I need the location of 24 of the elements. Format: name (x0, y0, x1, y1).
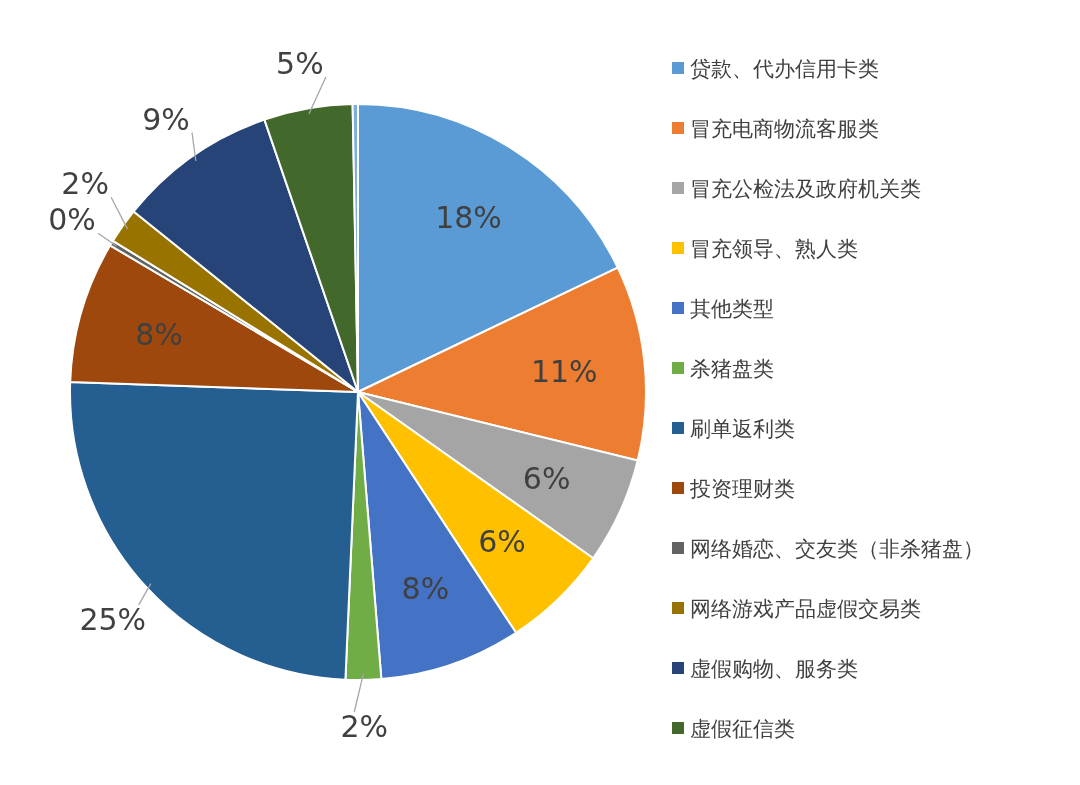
data-label: 6% (478, 524, 526, 560)
legend-label: 虚假征信类 (690, 717, 795, 741)
legend-label: 网络游戏产品虚假交易类 (690, 597, 921, 621)
data-label: 8% (401, 571, 450, 607)
legend-label: 贷款、代办信用卡类 (690, 57, 879, 81)
data-label: 2% (61, 166, 109, 202)
legend-label: 网络婚恋、交友类（非杀猪盘） (690, 537, 984, 561)
data-label: 6% (522, 461, 571, 497)
data-label: 2% (340, 709, 389, 745)
legend-label: 其他类型 (690, 297, 774, 321)
data-label: 25% (79, 601, 147, 637)
legend-label: 刷单返利类 (690, 417, 795, 441)
data-label: 8% (135, 316, 183, 352)
legend-label: 虚假购物、服务类 (690, 657, 858, 681)
legend-label: 投资理财类 (689, 477, 795, 501)
data-label: 18% (435, 199, 502, 235)
data-label: 9% (142, 101, 190, 137)
legend-label: 冒充公检法及政府机关类 (690, 177, 921, 201)
data-label: 5% (276, 46, 324, 82)
data-label: 11% (530, 353, 598, 389)
data-label: 0% (48, 202, 96, 238)
legend-label: 冒充领导、熟人类 (690, 237, 858, 261)
legend-label: 冒充电商物流客服类 (690, 117, 879, 141)
legend-label: 杀猪盘类 (690, 357, 774, 381)
